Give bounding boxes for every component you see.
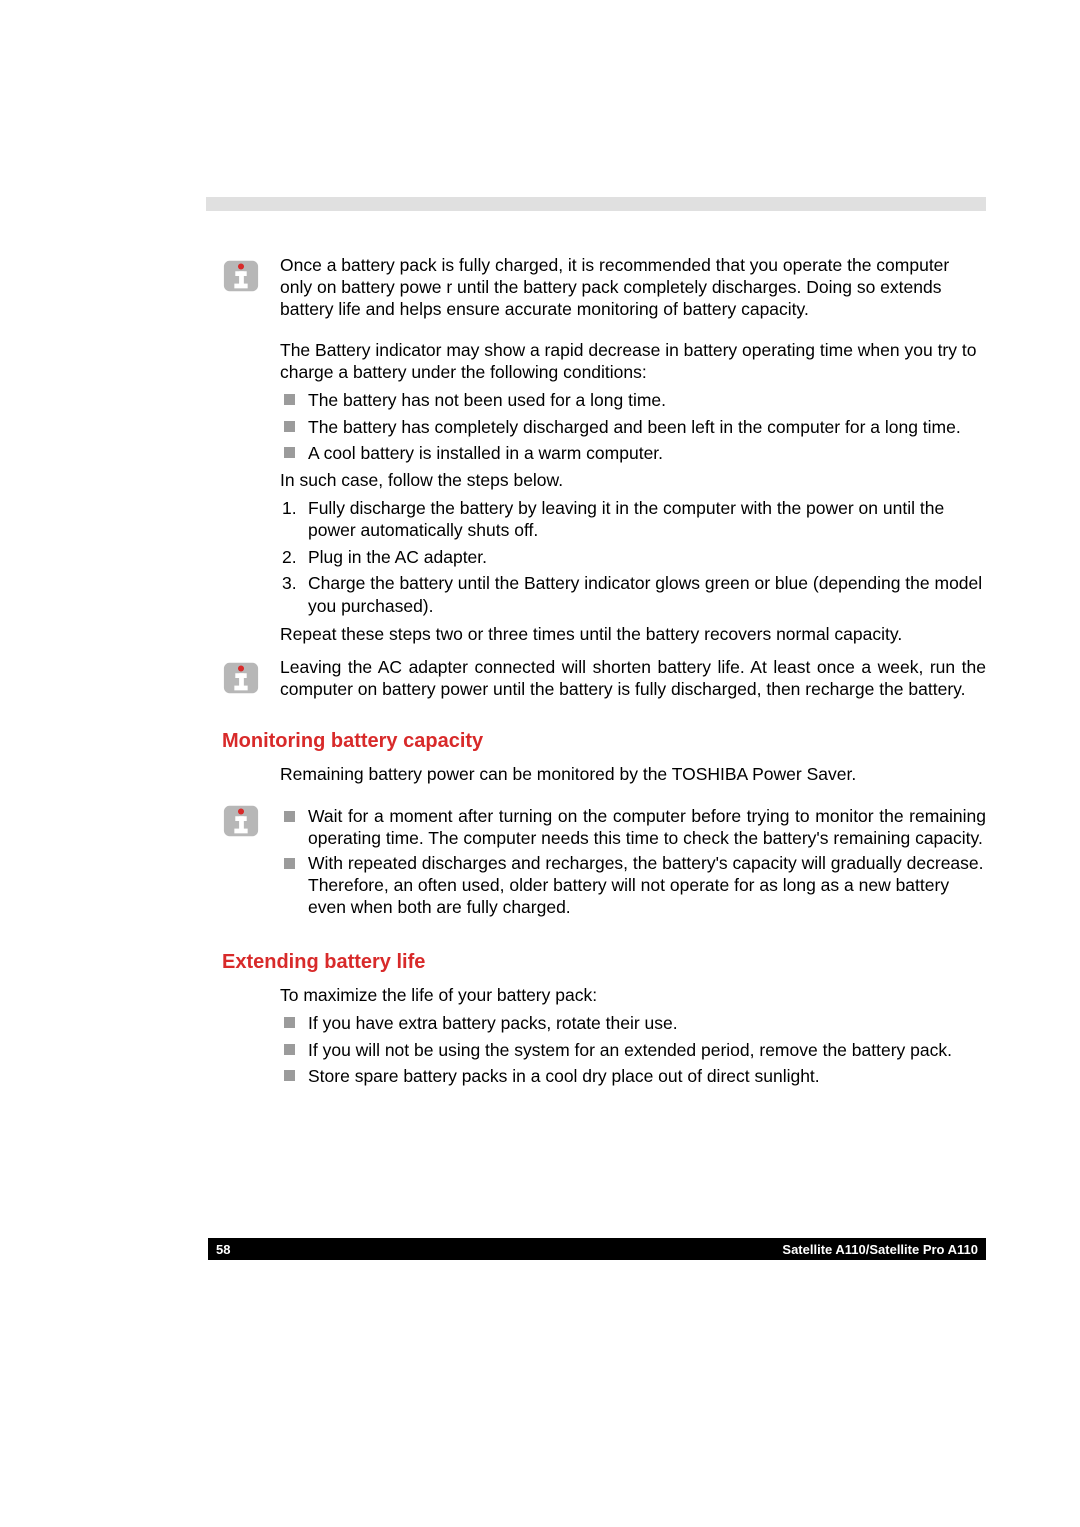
- list-item: If you will not be using the system for …: [280, 1039, 986, 1061]
- extending-body: To maximize the life of your battery pac…: [280, 984, 986, 1088]
- info-note-2: Leaving the AC adapter connected will sh…: [222, 657, 986, 702]
- list-item: Charge the battery until the Battery ind…: [280, 572, 986, 617]
- list-item: The battery has completely discharged an…: [280, 416, 986, 438]
- list-item: Plug in the AC adapter.: [280, 546, 986, 568]
- conditions-list: The battery has not been used for a long…: [280, 389, 986, 464]
- footer-bar: 58 Satellite A110/Satellite Pro A110: [208, 1238, 986, 1260]
- steps-lead: In such case, follow the steps below.: [280, 469, 986, 491]
- info-note-1: Once a battery pack is fully charged, it…: [222, 255, 986, 321]
- info-icon: [222, 802, 262, 845]
- info-note-1-text: Once a battery pack is fully charged, it…: [280, 255, 986, 321]
- extending-intro: To maximize the life of your battery pac…: [280, 984, 986, 1006]
- monitoring-body: Remaining battery power can be monitored…: [280, 763, 986, 785]
- list-item: Store spare battery packs in a cool dry …: [280, 1065, 986, 1087]
- page-content: Once a battery pack is fully charged, it…: [222, 255, 986, 1092]
- body-block: The Battery indicator may show a rapid d…: [280, 339, 986, 646]
- heading-extending: Extending battery life: [222, 951, 986, 974]
- extending-list: If you have extra battery packs, rotate …: [280, 1012, 986, 1087]
- list-item: If you have extra battery packs, rotate …: [280, 1012, 986, 1034]
- page-number: 58: [216, 1242, 230, 1257]
- list-item: With repeated discharges and recharges, …: [280, 853, 986, 919]
- footer-title: Satellite A110/Satellite Pro A110: [782, 1242, 978, 1257]
- list-item: A cool battery is installed in a warm co…: [280, 442, 986, 464]
- info-note-2-text: Leaving the AC adapter connected will sh…: [280, 657, 986, 701]
- monitoring-intro: Remaining battery power can be monitored…: [280, 763, 986, 785]
- info-note-3: Wait for a moment after turning on the c…: [222, 800, 986, 923]
- monitoring-notes: Wait for a moment after turning on the c…: [280, 800, 986, 923]
- header-bar: [206, 197, 986, 211]
- heading-monitoring: Monitoring battery capacity: [222, 730, 986, 753]
- repeat-text: Repeat these steps two or three times un…: [280, 623, 986, 645]
- info-icon: [222, 659, 262, 702]
- list-item: Wait for a moment after turning on the c…: [280, 806, 986, 850]
- conditions-intro: The Battery indicator may show a rapid d…: [280, 339, 986, 384]
- steps-list: Fully discharge the battery by leaving i…: [280, 497, 986, 617]
- info-icon: [222, 257, 262, 300]
- list-item: Fully discharge the battery by leaving i…: [280, 497, 986, 542]
- list-item: The battery has not been used for a long…: [280, 389, 986, 411]
